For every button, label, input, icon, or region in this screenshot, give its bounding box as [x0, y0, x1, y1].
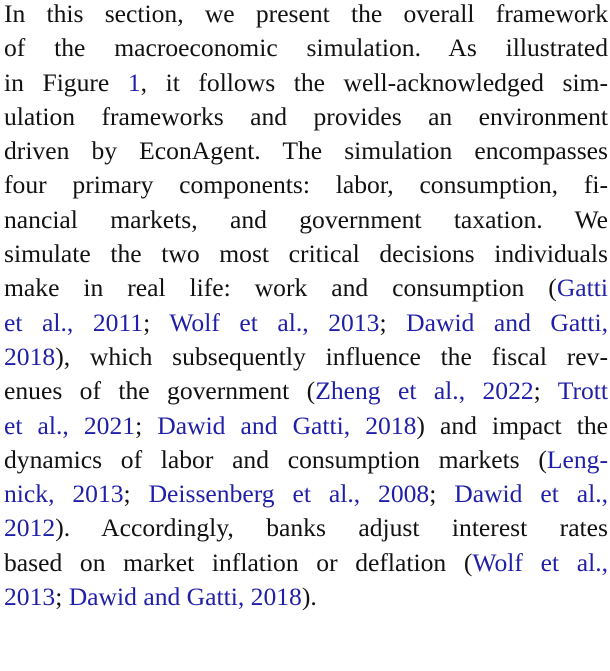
- citation-link[interactable]: et al., 2011: [4, 307, 144, 337]
- text-segment: enues of the government (: [4, 376, 316, 406]
- citation-link[interactable]: Dawid and Gatti,: [406, 307, 608, 337]
- text-line: nick, 2013; Deissenberg et al., 2008; Da…: [4, 477, 608, 511]
- citation-link[interactable]: Trott: [557, 376, 608, 406]
- text-segment: ).: [301, 582, 317, 612]
- text-segment: in Figure: [4, 67, 128, 97]
- text-line: make in real life: work and consumption …: [4, 271, 608, 305]
- text-segment: ;: [55, 582, 69, 612]
- citation-link[interactable]: Wolf et al., 2013: [169, 307, 380, 337]
- text-segment: based on market inflation or deflation (: [4, 547, 473, 577]
- citation-link[interactable]: 1: [127, 67, 141, 97]
- text-segment: ;: [379, 307, 407, 337]
- text-segment: ;: [533, 376, 558, 406]
- citation-link[interactable]: 2013: [4, 582, 56, 612]
- citation-link[interactable]: et al., 2021: [4, 410, 136, 440]
- text-segment: simulate the two most critical decisions…: [4, 239, 608, 269]
- text-segment: In this section, we present the overall …: [4, 0, 608, 28]
- text-line: dynamics of labor and consumption market…: [4, 443, 608, 477]
- text-line: in Figure 1, it follows the well-acknowl…: [4, 66, 608, 100]
- text-line: 2012). Accordingly, banks adjust interes…: [4, 511, 608, 545]
- text-segment: ;: [135, 410, 158, 440]
- text-segment: make in real life: work and consumption …: [4, 273, 557, 303]
- text-segment: dynamics of labor and consumption market…: [4, 444, 547, 474]
- citation-link[interactable]: 2018: [4, 341, 56, 371]
- text-line: enues of the government (Zheng et al., 2…: [4, 374, 608, 408]
- body-paragraph: In this section, we present the overall …: [4, 0, 610, 614]
- text-segment: ;: [143, 307, 170, 337]
- text-segment: four primary components: labor, consumpt…: [4, 170, 608, 200]
- text-line: 2013; Dawid and Gatti, 2018).: [4, 580, 608, 614]
- text-line: et al., 2021; Dawid and Gatti, 2018) and…: [4, 409, 608, 443]
- text-line: In this section, we present the overall …: [4, 0, 608, 31]
- citation-link[interactable]: Zheng et al., 2022: [315, 376, 534, 406]
- text-segment: ulation frameworks and provides an envir…: [4, 101, 608, 131]
- text-line: four primary components: labor, consumpt…: [4, 168, 608, 202]
- citation-link[interactable]: Wolf et al.,: [472, 547, 608, 577]
- text-segment: nancial markets, and government taxation…: [4, 204, 608, 234]
- text-segment: ). Accordingly, banks adjust interest ra…: [55, 513, 608, 543]
- citation-link[interactable]: Dawid et al.,: [454, 479, 608, 509]
- text-segment: ;: [429, 479, 455, 509]
- citation-link[interactable]: Dawid and Gatti, 2018: [68, 582, 302, 612]
- text-line: driven by EconAgent. The simulation enco…: [4, 134, 608, 168]
- citation-link[interactable]: nick, 2013: [4, 479, 124, 509]
- text-line: nancial markets, and government taxation…: [4, 203, 608, 237]
- citation-link[interactable]: Leng-: [546, 444, 608, 474]
- citation-link[interactable]: Dawid and Gatti, 2018: [157, 410, 417, 440]
- text-line: simulate the two most critical decisions…: [4, 237, 608, 271]
- text-line: 2018), which subsequently influence the …: [4, 340, 608, 374]
- text-segment: ), which subsequently influence the fisc…: [55, 341, 608, 371]
- text-line: of the macroeconomic simulation. As illu…: [4, 31, 608, 65]
- citation-link[interactable]: Gatti: [556, 273, 608, 303]
- text-segment: , it follows the well-acknowledged sim-: [140, 67, 608, 97]
- text-line: et al., 2011; Wolf et al., 2013; Dawid a…: [4, 306, 608, 340]
- citation-link[interactable]: Deissenberg et al., 2008: [148, 479, 430, 509]
- text-line: ulation frameworks and provides an envir…: [4, 100, 608, 134]
- citation-link[interactable]: 2012: [4, 513, 56, 543]
- text-segment: ;: [123, 479, 149, 509]
- text-segment: ) and impact the: [416, 410, 608, 440]
- text-segment: of the macroeconomic simulation. As illu…: [4, 33, 608, 63]
- text-segment: driven by EconAgent. The simulation enco…: [4, 136, 608, 166]
- text-line: based on market inflation or deflation (…: [4, 546, 608, 580]
